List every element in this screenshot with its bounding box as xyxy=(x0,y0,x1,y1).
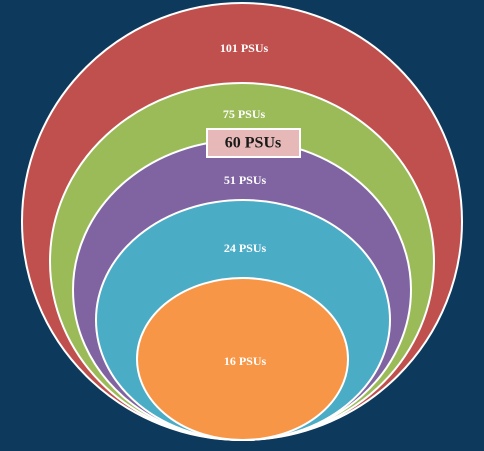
node-label: 51 PSUs xyxy=(224,173,267,187)
node-label: 101 PSUs xyxy=(220,41,269,55)
node-label: 16 PSUs xyxy=(224,354,267,368)
node-label: 60 PSUs xyxy=(225,135,281,152)
ring-16 xyxy=(136,277,349,441)
highlight-box xyxy=(206,128,301,158)
node-label: 24 PSUs xyxy=(224,241,267,255)
node-label: 75 PSUs xyxy=(223,107,266,121)
